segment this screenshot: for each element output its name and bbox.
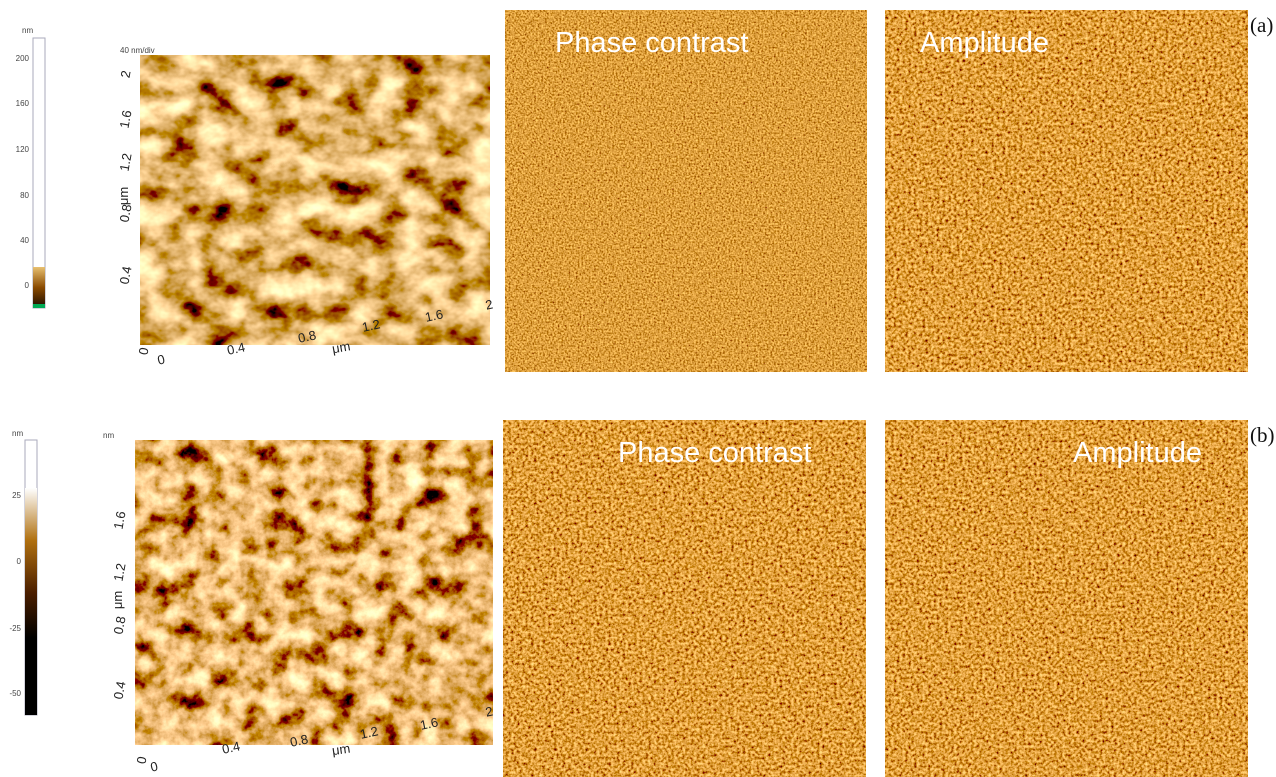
colorbar-tick-label: 80	[20, 191, 29, 200]
colorbar-tick-label: -25	[9, 624, 21, 633]
image-title: Amplitude	[1073, 437, 1202, 469]
y-tick-label: 0	[134, 755, 150, 765]
x-axis-label: μm	[331, 741, 351, 758]
amplitude-image	[885, 420, 1248, 777]
y-tick-label: 0.8	[117, 203, 135, 223]
y-tick-label: 0.8	[111, 615, 129, 635]
y-axis-label: μm	[116, 187, 131, 205]
z-scale-label: nm	[103, 431, 114, 440]
colorbar-tick-label: 40	[20, 236, 29, 245]
y-tick-label: 1.2	[111, 562, 129, 582]
x-tick-label: 0	[149, 759, 159, 775]
y-tick-label: 0.4	[111, 680, 129, 700]
x-tick-label: 0.4	[221, 738, 242, 756]
figure: Phase contrast Amplitude Phase contrast …	[0, 0, 1276, 777]
colorbar-tick-label: 200	[16, 54, 30, 63]
y-tick-label: 0	[136, 346, 152, 356]
y-axis-label: μm	[110, 591, 125, 609]
colorbar-end	[25, 638, 37, 715]
x-tick-label: 0.4	[226, 339, 247, 357]
phase-image	[505, 10, 867, 372]
colorbar-tick-label: 0	[17, 557, 22, 566]
body: Phase contrast Amplitude Phase contrast …	[0, 0, 1276, 777]
x-tick-label: 1.6	[419, 714, 440, 732]
colorbar-unit: nm	[22, 26, 33, 35]
x-tick-label: 0.8	[297, 327, 318, 345]
amplitude-image	[885, 10, 1248, 372]
colorbar-tick-label: 120	[16, 145, 30, 154]
colorbar-tick-label: 160	[16, 99, 30, 108]
surface-3d	[135, 440, 493, 745]
colorbar-tick-label: 25	[12, 491, 21, 500]
x-tick-label: 2	[484, 704, 494, 720]
page: {"rows": [ {"label": "(a)", "colorbar": …	[0, 0, 1276, 777]
colorbar-tick-label: -50	[9, 689, 21, 698]
image-title: Phase contrast	[618, 437, 811, 469]
y-tick-label: 1.6	[111, 510, 129, 530]
x-axis-label: μm	[331, 338, 352, 356]
x-tick-label: 0.8	[289, 731, 310, 749]
colorbar-gradient	[33, 267, 45, 308]
image-title: Amplitude	[920, 27, 1049, 59]
panel-label: (a)	[1250, 13, 1273, 37]
x-tick-label: 1.6	[424, 306, 445, 324]
x-tick-label: 0	[156, 352, 166, 368]
y-tick-label: 0.4	[117, 265, 135, 285]
y-tick-label: 1.6	[117, 109, 135, 129]
y-tick-label: 1.2	[117, 152, 135, 172]
colorbar-gradient	[25, 488, 37, 638]
colorbar-unit: nm	[12, 429, 23, 438]
z-scale-label: 40 nm/div	[120, 46, 155, 55]
surface-3d	[140, 55, 490, 345]
x-tick-label: 1.2	[359, 723, 380, 741]
image-title: Phase contrast	[555, 27, 748, 59]
colorbar-tick-label: 0	[25, 281, 30, 290]
x-tick-label: 2	[484, 297, 494, 313]
y-tick-label: 2	[118, 69, 134, 79]
x-tick-label: 1.2	[361, 316, 382, 334]
panel-label: (b)	[1250, 423, 1275, 447]
colorbar-end	[33, 304, 45, 308]
phase-image	[503, 420, 866, 777]
